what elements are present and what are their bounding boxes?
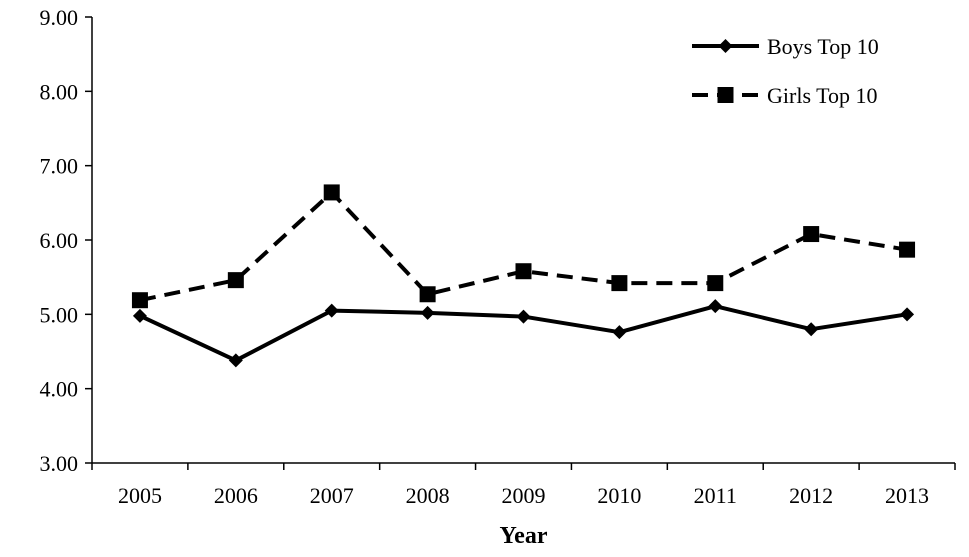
data-point	[611, 275, 628, 292]
x-tick-label: 2011	[694, 483, 737, 508]
y-tick-label: 3.00	[40, 451, 79, 476]
x-axis-ticks: 2005 2006 2007 2008 2009 2010 2011 2012 2013	[91, 463, 956, 508]
data-point	[324, 303, 339, 318]
data-point	[419, 286, 436, 303]
legend: Boys Top 10 Girls Top 10	[692, 34, 879, 108]
x-tick-label: 2007	[310, 483, 354, 508]
data-point	[899, 241, 916, 258]
data-point	[515, 263, 532, 280]
x-tick-label: 2005	[118, 483, 162, 508]
data-point	[323, 184, 340, 201]
x-tick-label: 2006	[214, 483, 258, 508]
legend-marker	[717, 87, 734, 103]
series-layer	[131, 184, 916, 368]
data-point	[228, 353, 243, 368]
y-axis-ticks: 3.00 4.00 5.00 6.00 7.00 8.00 9.00	[40, 5, 92, 476]
data-point	[708, 299, 723, 314]
y-tick-label: 9.00	[40, 5, 79, 30]
data-point	[900, 307, 915, 322]
legend-label: Girls Top 10	[767, 83, 878, 108]
y-tick-label: 7.00	[40, 154, 79, 179]
data-point	[516, 309, 531, 324]
x-tick-label: 2012	[789, 483, 833, 508]
x-tick-label: 2008	[406, 483, 450, 508]
y-tick-label: 5.00	[40, 302, 79, 327]
legend-marker	[718, 39, 733, 53]
data-point	[227, 272, 244, 289]
series-line	[139, 190, 908, 303]
y-tick-label: 4.00	[40, 377, 79, 402]
data-point	[132, 308, 147, 323]
x-axis-title: Year	[500, 523, 548, 549]
x-tick-label: 2010	[597, 483, 641, 508]
series-boys-top-10	[132, 299, 915, 368]
data-point	[612, 325, 627, 340]
series-girls-top-10	[131, 184, 916, 309]
data-point	[131, 292, 148, 309]
y-tick-label: 8.00	[40, 79, 79, 104]
data-point	[420, 305, 435, 320]
y-tick-label: 6.00	[40, 228, 79, 253]
x-tick-label: 2013	[885, 483, 929, 508]
data-point	[803, 226, 820, 243]
legend-label: Boys Top 10	[767, 34, 879, 59]
data-point	[804, 322, 819, 337]
data-point	[707, 275, 724, 292]
x-tick-label: 2009	[502, 483, 546, 508]
